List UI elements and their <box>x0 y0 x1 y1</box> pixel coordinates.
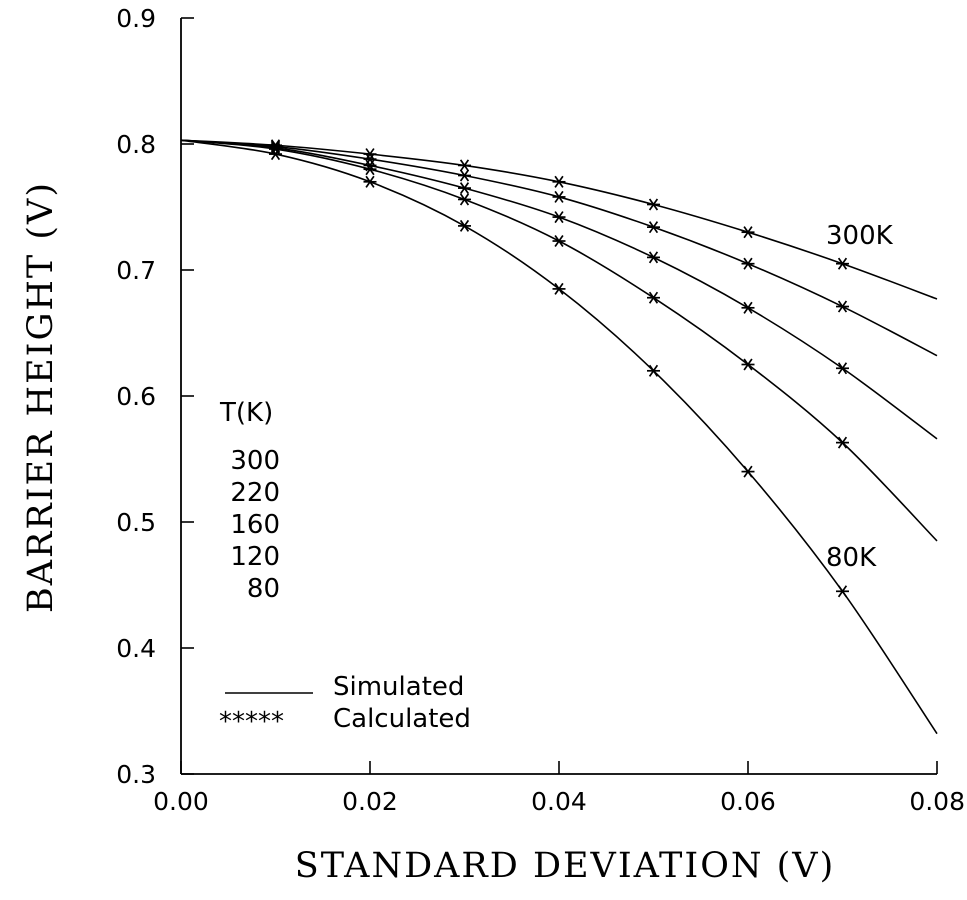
simulated-curve-120k <box>180 139 938 542</box>
calculated-point-220k <box>647 221 660 234</box>
calculated-point-220k <box>741 257 755 270</box>
calculated-point-300k <box>647 198 660 211</box>
simulated-curves <box>180 139 938 735</box>
legend-simulated-label: Simulated <box>333 672 464 702</box>
simulated-curve-300k <box>180 139 938 300</box>
label-80k: 80K <box>826 543 877 573</box>
calculated-point-300k <box>552 175 566 188</box>
calculated-point-120k <box>647 291 660 304</box>
legend: Simulated ***** Calculated <box>219 672 471 737</box>
calculated-point-120k <box>552 235 566 248</box>
temp-item: 80 <box>247 574 280 604</box>
calculated-point-300k <box>741 226 755 239</box>
y-tick-label: 0.3 <box>116 760 156 789</box>
legend-marker-symbol: ***** <box>219 707 284 737</box>
calculated-point-120k <box>363 163 377 176</box>
simulated-curve-220k <box>180 139 938 357</box>
plot-axes <box>180 18 937 775</box>
calculated-point-120k <box>458 193 471 206</box>
temp-list: 300 220 160 120 80 <box>230 446 280 604</box>
y-tick-label: 0.9 <box>116 4 156 33</box>
temp-item: 220 <box>230 478 280 508</box>
calculated-point-80k <box>836 585 849 598</box>
x-tick-label: 0.00 <box>153 787 209 816</box>
y-tick-label: 0.5 <box>116 508 156 537</box>
calculated-point-80k <box>647 364 660 377</box>
temp-item: 300 <box>230 446 280 476</box>
calculated-point-220k <box>552 190 566 203</box>
calculated-point-300k <box>458 159 471 172</box>
temp-item: 120 <box>230 542 280 572</box>
calculated-point-220k <box>458 169 471 182</box>
axis-ticks: 0.3 0.4 0.5 0.6 0.7 0.8 0.9 0.00 0.02 0.04 0.06 0.0… <box>116 4 965 816</box>
x-tick-label: 0.04 <box>531 787 587 816</box>
x-tick-label: 0.06 <box>720 787 776 816</box>
calculated-point-80k <box>741 465 755 478</box>
temp-item: 160 <box>230 510 280 540</box>
simulated-curve-80k <box>180 139 938 735</box>
calculated-point-160k <box>458 182 471 195</box>
label-300k: 300K <box>826 221 894 251</box>
y-tick-label: 0.8 <box>116 130 156 159</box>
y-tick-label: 0.7 <box>116 256 156 285</box>
temp-header: T(K) <box>219 398 273 428</box>
calculated-point-80k <box>552 282 566 295</box>
calculated-point-300k <box>836 257 849 270</box>
calculated-point-80k <box>363 175 377 188</box>
y-tick-label: 0.4 <box>116 634 156 663</box>
calculated-point-220k <box>836 300 849 313</box>
calculated-markers <box>269 139 849 598</box>
calculated-point-120k <box>741 358 755 371</box>
calculated-point-160k <box>741 301 755 314</box>
legend-calculated-label: Calculated <box>333 704 471 734</box>
calculated-point-160k <box>552 211 566 224</box>
calculated-point-160k <box>647 251 660 264</box>
y-axis-title: BARRIER HEIGHT (V) <box>21 181 61 613</box>
calculated-point-80k <box>458 219 471 232</box>
simulated-curve-160k <box>180 139 938 440</box>
calculated-point-160k <box>836 362 849 375</box>
x-axis-title: STANDARD DEVIATION (V) <box>295 846 835 886</box>
x-tick-label: 0.02 <box>342 787 398 816</box>
y-tick-label: 0.6 <box>116 382 156 411</box>
calculated-point-120k <box>836 436 849 449</box>
x-tick-label: 0.08 <box>909 787 965 816</box>
calculated-point-80k <box>269 148 282 161</box>
